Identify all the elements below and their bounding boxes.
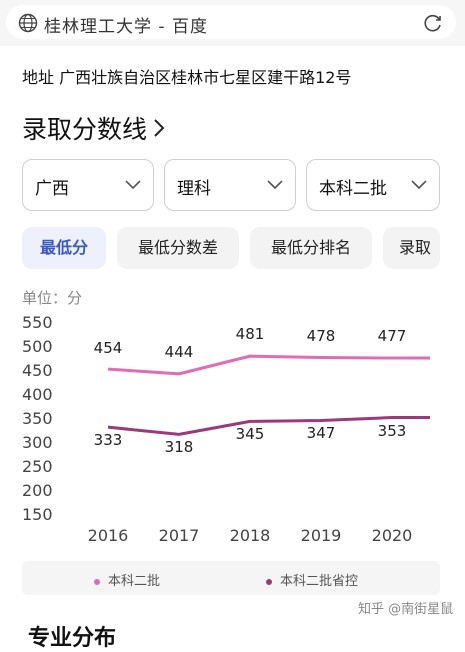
y-tick-label: 300 <box>22 433 53 452</box>
x-tick-label: 2016 <box>87 526 129 545</box>
legend-label: 本科二批省控 <box>280 574 359 589</box>
data-label: 481 <box>235 325 265 344</box>
province-select-value: 广西 <box>35 179 69 199</box>
admission-score-link[interactable]: 录取分数线 <box>22 110 165 146</box>
chevron-down-icon <box>125 180 141 190</box>
series-line-2 <box>107 416 430 436</box>
data-label: 454 <box>93 339 123 358</box>
subject-select[interactable]: 理科 <box>164 159 296 211</box>
data-label: 347 <box>306 424 336 443</box>
data-label: 477 <box>377 327 407 346</box>
subject-select-value: 理科 <box>177 179 211 199</box>
x-tick-label: 2020 <box>371 526 413 545</box>
section-title-text: 录取分数线 <box>22 115 148 144</box>
data-label: 444 <box>164 342 194 361</box>
address-bar[interactable]: 桂林理工大学 - 百度 <box>6 5 456 39</box>
next-section-heading: 专业分布 <box>28 626 117 651</box>
data-label: 353 <box>377 421 407 440</box>
page-title-text: 桂林理工大学 - 百度 <box>44 17 208 37</box>
data-label: 333 <box>93 431 123 450</box>
legend-dot <box>94 578 100 585</box>
data-label: 318 <box>164 438 194 457</box>
x-tick-label: 2017 <box>158 526 200 545</box>
batch-select-value: 本科二批 <box>319 179 387 199</box>
data-label: 478 <box>306 326 336 345</box>
legend-label: 本科二批 <box>108 574 161 589</box>
y-tick-label: 150 <box>22 505 53 524</box>
province-select[interactable]: 广西 <box>22 159 154 211</box>
x-tick-label: 2019 <box>300 526 342 545</box>
browser-toolbar: 桂林理工大学 - 百度 <box>0 0 465 46</box>
series-line-1 <box>107 354 430 376</box>
batch-select[interactable]: 本科二批 <box>306 159 440 211</box>
address-text: 地址 广西壮族自治区桂林市七星区建干路12号 <box>22 68 352 87</box>
reload-icon[interactable] <box>422 12 444 34</box>
chart-plot-area <box>107 354 430 436</box>
chevron-down-icon <box>267 180 283 190</box>
y-tick-label: 350 <box>22 409 53 428</box>
tab-admission[interactable]: 录取 <box>383 227 440 269</box>
tab-min-score-rank[interactable]: 最低分排名 <box>250 227 372 269</box>
watermark: 知乎 @南街星鼠 <box>358 602 454 617</box>
y-tick-label: 500 <box>22 337 53 356</box>
y-tick-label: 250 <box>22 457 53 476</box>
legend-dot <box>266 578 272 585</box>
y-tick-label: 200 <box>22 481 53 500</box>
tab-min-score[interactable]: 最低分 <box>22 227 106 269</box>
data-label: 345 <box>235 425 265 444</box>
unit-label: 单位：分 <box>22 289 83 307</box>
globe-icon <box>18 13 38 33</box>
chevron-right-icon <box>154 119 165 137</box>
legend-item-series-1: 本科二批 <box>94 570 160 589</box>
tab-min-score-diff[interactable]: 最低分数差 <box>117 227 239 269</box>
y-tick-label: 400 <box>22 385 53 404</box>
x-tick-label: 2018 <box>229 526 271 545</box>
y-tick-label: 450 <box>22 361 53 380</box>
chart-legend: 本科二批 本科二批省控 <box>22 561 440 595</box>
chevron-down-icon <box>411 180 427 190</box>
y-tick-label: 550 <box>22 313 53 332</box>
legend-item-series-2: 本科二批省控 <box>266 570 358 589</box>
